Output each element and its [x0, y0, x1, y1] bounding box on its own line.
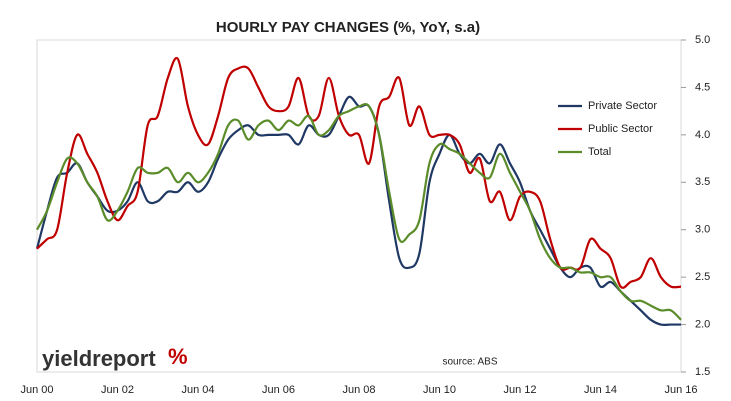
- logo-symbol: %: [168, 344, 188, 369]
- x-tick-label: Jun 02: [101, 384, 134, 396]
- series-line: [36, 103, 682, 321]
- y-tick-label: 5.0: [695, 34, 710, 46]
- legend-label: Private Sector: [588, 100, 657, 112]
- y-tick-label: 3.5: [695, 176, 710, 188]
- x-tick-label: Jun 00: [20, 384, 53, 396]
- source-note: source: ABS: [442, 357, 497, 368]
- logo-text: yieldreport: [42, 346, 156, 371]
- legend-label: Public Sector: [588, 123, 653, 135]
- x-tick-label: Jun 08: [342, 384, 375, 396]
- y-tick-label: 1.5: [695, 366, 710, 378]
- x-tick-label: Jun 12: [503, 384, 536, 396]
- y-tick-label: 4.5: [695, 81, 710, 93]
- y-tick-label: 3.0: [695, 224, 710, 236]
- x-tick-label: Jun 10: [423, 384, 456, 396]
- chart-title: HOURLY PAY CHANGES (%, YoY, s.a): [216, 19, 480, 36]
- x-tick-label: Jun 06: [262, 384, 295, 396]
- x-tick-label: Jun 04: [181, 384, 214, 396]
- plot-frame: [36, 39, 682, 373]
- legend-label: Total: [588, 146, 611, 158]
- y-tick-label: 2.0: [695, 318, 710, 330]
- y-tick-label: 4.0: [695, 129, 710, 141]
- x-tick-label: Jun 16: [664, 384, 697, 396]
- x-tick-label: Jun 14: [584, 384, 617, 396]
- y-tick-label: 2.5: [695, 271, 710, 283]
